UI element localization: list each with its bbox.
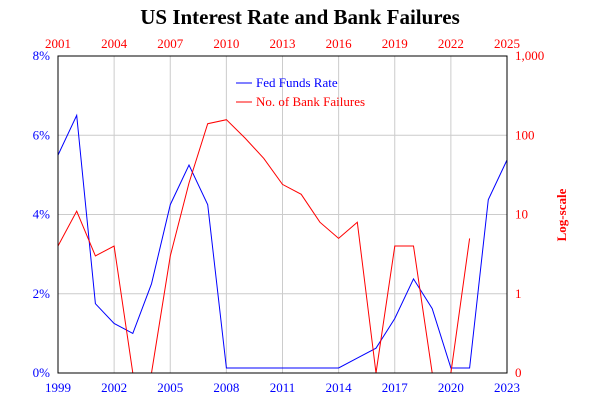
right-axis-label: Log-scale bbox=[554, 188, 569, 241]
top-tick-label: 2025 bbox=[494, 36, 520, 51]
top-tick-label: 2007 bbox=[157, 36, 184, 51]
left-tick-label: 4% bbox=[33, 207, 51, 222]
series-lines bbox=[57, 113, 508, 374]
chart-title: US Interest Rate and Bank Failures bbox=[140, 5, 460, 29]
bottom-tick-label: 2014 bbox=[326, 380, 353, 395]
right-tick-label: 0 bbox=[515, 365, 522, 380]
left-tick-label: 8% bbox=[33, 48, 51, 63]
top-tick-label: 2016 bbox=[326, 36, 353, 51]
left-tick-label: 6% bbox=[33, 127, 51, 142]
top-tick-label: 2004 bbox=[101, 36, 128, 51]
legend: Fed Funds Rate No. of Bank Failures bbox=[236, 75, 365, 109]
bottom-axis-tick-labels: 1999 2002 2005 2008 2011 2014 2017 2020 2023 bbox=[45, 380, 520, 395]
right-axis-tick-labels: 0 1 10 100 1,000 bbox=[515, 48, 544, 380]
bottom-tick-label: 2017 bbox=[382, 380, 409, 395]
right-tick-label: 10 bbox=[515, 207, 528, 222]
bottom-tick-label: 1999 bbox=[45, 380, 71, 395]
bottom-tick-label: 2008 bbox=[213, 380, 239, 395]
top-tick-label: 2001 bbox=[45, 36, 71, 51]
bottom-tick-label: 2023 bbox=[494, 380, 520, 395]
legend-label-bank-failures: No. of Bank Failures bbox=[256, 94, 365, 109]
left-tick-label: 0% bbox=[33, 365, 51, 380]
top-tick-label: 2013 bbox=[270, 36, 296, 51]
plot-frame bbox=[57, 55, 508, 374]
bottom-tick-label: 2002 bbox=[101, 380, 127, 395]
top-tick-label: 2010 bbox=[213, 36, 239, 51]
bank-failures-line bbox=[57, 119, 471, 374]
bottom-tick-label: 2011 bbox=[270, 380, 296, 395]
top-tick-label: 2022 bbox=[438, 36, 464, 51]
left-tick-label: 2% bbox=[33, 286, 51, 301]
legend-label-fed-funds: Fed Funds Rate bbox=[256, 75, 338, 90]
gridlines bbox=[58, 56, 507, 373]
top-axis-tick-labels: 2001 2004 2007 2010 2013 2016 2019 2022 2025 bbox=[45, 36, 520, 51]
right-tick-label: 1 bbox=[515, 286, 522, 301]
top-tick-label: 2019 bbox=[382, 36, 408, 51]
right-tick-label: 100 bbox=[515, 127, 535, 142]
left-axis-tick-labels: 0% 2% 4% 6% 8% bbox=[33, 48, 51, 380]
fed-funds-rate-line bbox=[57, 113, 508, 369]
right-tick-label: 1,000 bbox=[515, 48, 544, 63]
bottom-tick-label: 2005 bbox=[157, 380, 183, 395]
bottom-tick-label: 2020 bbox=[438, 380, 464, 395]
